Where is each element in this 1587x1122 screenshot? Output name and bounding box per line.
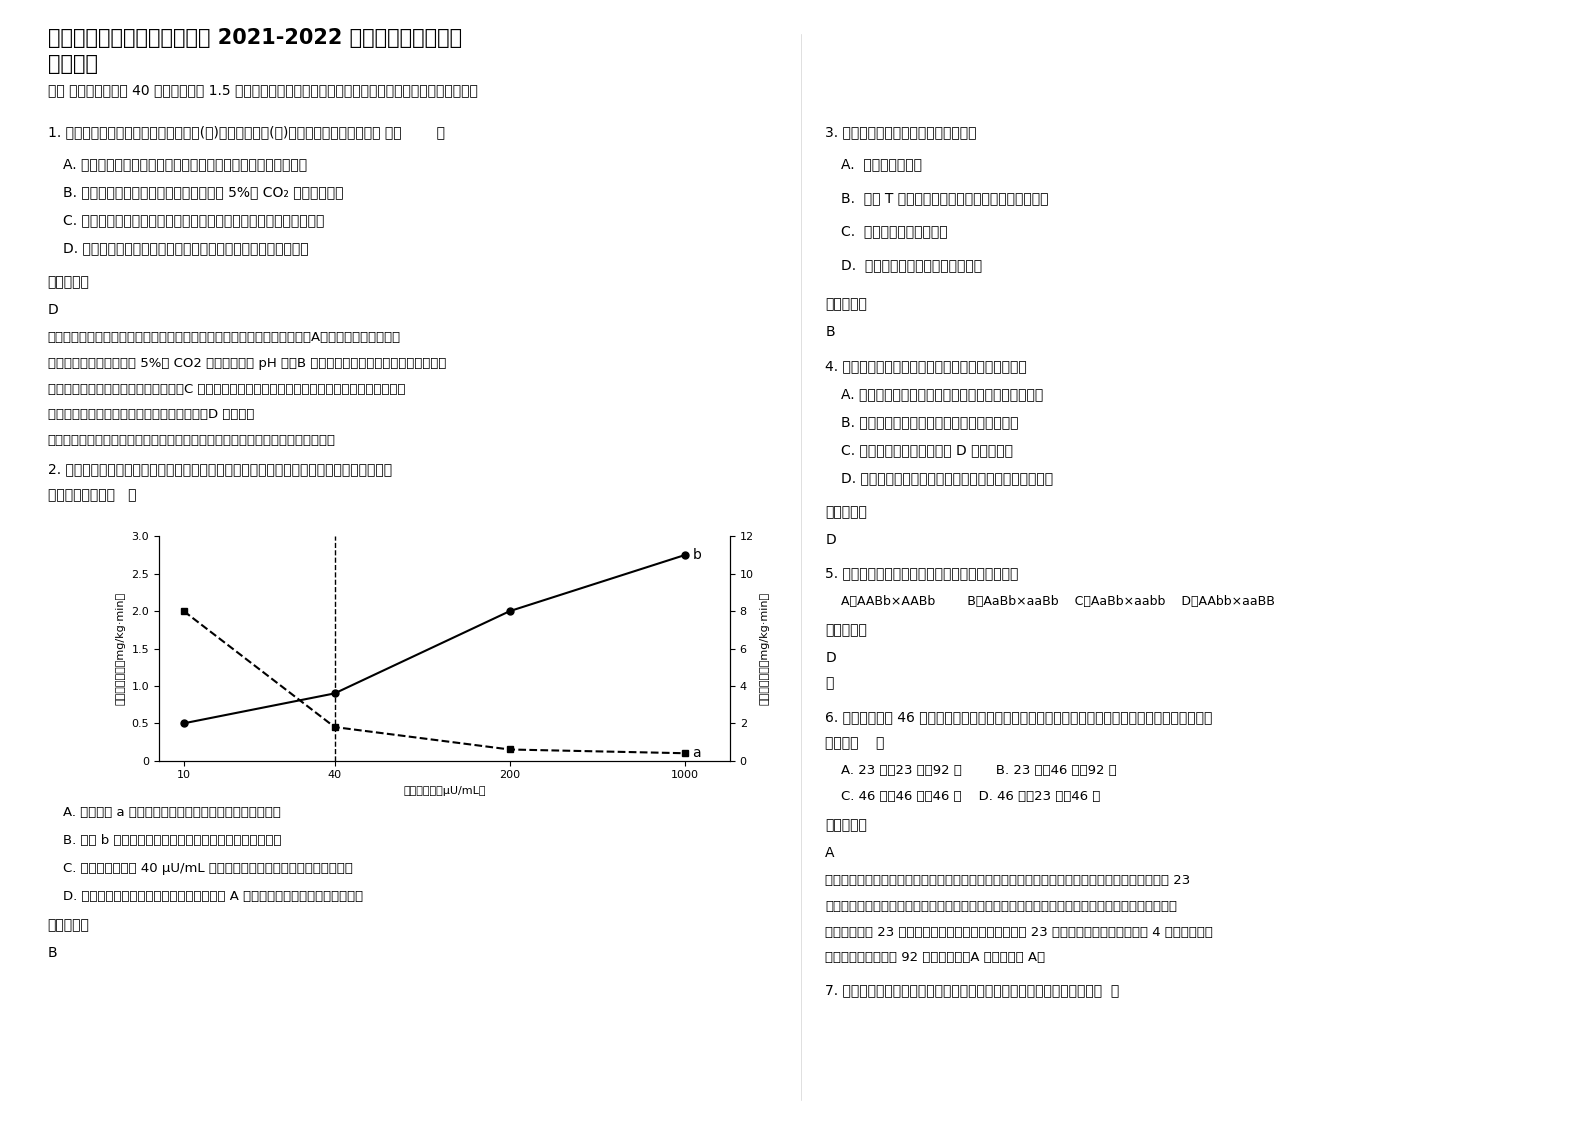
Text: 依次为（    ）: 依次为（ ） <box>825 736 884 749</box>
Text: A．AABb×AABb        B．AaBb×aaBb    C．AaBb×aabb    D．AAbb×aaBB: A．AABb×AABb B．AaBb×aaBb C．AaBb×aabb D．AA… <box>841 595 1274 608</box>
Text: 参考答案：: 参考答案： <box>48 275 89 288</box>
Text: D: D <box>825 533 836 546</box>
Text: B.  效应 T 细胞与靶细胞直接接触，导致靶细胞死亡: B. 效应 T 细胞与靶细胞直接接触，导致靶细胞死亡 <box>841 191 1049 204</box>
Text: A.  抑制病菌的繁殖: A. 抑制病菌的繁殖 <box>841 157 922 171</box>
Text: 湖南省益阳市安化梅城镇中学 2021-2022 学年高二生物期末试: 湖南省益阳市安化梅城镇中学 2021-2022 学年高二生物期末试 <box>48 28 462 48</box>
Text: D.  使病毒失去感染人体细胞的能力: D. 使病毒失去感染人体细胞的能力 <box>841 258 982 272</box>
Text: 关分析正确的是（   ）: 关分析正确的是（ ） <box>48 488 136 502</box>
Text: 3. 下列各项中，属于细胞免疫功能的是: 3. 下列各项中，属于细胞免疫功能的是 <box>825 126 976 139</box>
Text: A. 制备肝细胞悬浮液时先用剪刀剪碎肝组织，再用胃蛋白酶处理: A. 制备肝细胞悬浮液时先用剪刀剪碎肝组织，再用胃蛋白酶处理 <box>63 157 308 171</box>
Text: C.  使细菌外毒素失去毒性: C. 使细菌外毒素失去毒性 <box>841 224 947 238</box>
Text: A. 23 对、23 个、92 条        B. 23 条、46 个、92 条: A. 23 对、23 个、92 条 B. 23 条、46 个、92 条 <box>841 764 1117 778</box>
Text: B: B <box>48 946 57 959</box>
X-axis label: 血浆胰岛素（μU/mL）: 血浆胰岛素（μU/mL） <box>403 787 486 795</box>
Text: 1. 某研究小组对某种动物的肝肿瘤细胞(甲)和正常肝细胞(乙)进行培养，下列叙述正确 的（        ）: 1. 某研究小组对某种动物的肝肿瘤细胞(甲)和正常肝细胞(乙)进行培养，下列叙述… <box>48 126 444 139</box>
Text: a: a <box>692 746 701 761</box>
Text: D: D <box>48 303 59 316</box>
Text: 参考答案：: 参考答案： <box>825 297 867 311</box>
Text: D. 高浓度胰岛素条件下，下丘脑中控制胰岛 A 细胞分泌的神经中枢处于抑制状态: D. 高浓度胰岛素条件下，下丘脑中控制胰岛 A 细胞分泌的神经中枢处于抑制状态 <box>63 890 363 903</box>
Text: B: B <box>825 325 835 339</box>
Text: 时细胞中含有 23 个四分体；四分体时期，细胞中含有 23 个四分体，每个四分体含有 4 条染色单体，: 时细胞中含有 23 个四分体；四分体时期，细胞中含有 23 个四分体，每个四分体… <box>825 926 1212 939</box>
Text: 考点：本题考查细胞工程的相关知识，意在考查学生能理解动物细胞培养的条件。: 考点：本题考查细胞工程的相关知识，意在考查学生能理解动物细胞培养的条件。 <box>48 434 335 448</box>
Text: 减数第一次分裂前期（四分体时期），细胞中所含染色体数目与体细胞相同，因此此时细胞中含有 23: 减数第一次分裂前期（四分体时期），细胞中所含染色体数目与体细胞相同，因此此时细胞… <box>825 874 1190 888</box>
Text: 因此此时细胞中含有 92 条染色单体。A 正确，故选 A。: 因此此时细胞中含有 92 条染色单体。A 正确，故选 A。 <box>825 951 1046 965</box>
Text: B. 曲线 b 的上升是胰岛素作用于肝脏、肌肉等细胞的结果: B. 曲线 b 的上升是胰岛素作用于肝脏、肌肉等细胞的结果 <box>63 834 282 847</box>
Text: 卷含解析: 卷含解析 <box>48 54 98 74</box>
Text: 一、 选择题（本题共 40 小题，每小题 1.5 分。在每小题给出的四个选项中，只有一项是符合题目要求的。）: 一、 选择题（本题共 40 小题，每小题 1.5 分。在每小题给出的四个选项中，… <box>48 83 478 96</box>
Text: 染，可向培养液中加入适量的抗生素，C 项错误；肿瘤细胞具有无限增殖的特点，用血球计数板计数: 染，可向培养液中加入适量的抗生素，C 项错误；肿瘤细胞具有无限增殖的特点，用血球… <box>48 383 405 396</box>
Text: D. 用血球计数板计数的方法，可推断乙细胞比甲细胞增殖周期长: D. 用血球计数板计数的方法，可推断乙细胞比甲细胞增殖周期长 <box>63 241 309 255</box>
Text: 试题分析：制备肝细胞悬浮液时先用剪刀剪碎肝组织，再用胰蛋白酶处理，A项错误；肝细胞培养过: 试题分析：制备肝细胞悬浮液时先用剪刀剪碎肝组织，再用胰蛋白酶处理，A项错误；肝细… <box>48 331 402 344</box>
Text: C. 当胰岛素浓度为 40 μU/mL 时，在长时间内血糖浓度会维持相对稳定: C. 当胰岛素浓度为 40 μU/mL 时，在长时间内血糖浓度会维持相对稳定 <box>63 862 354 875</box>
Text: 5. 下列杂交组合中，只能产生一种基因型子代的是: 5. 下列杂交组合中，只能产生一种基因型子代的是 <box>825 567 1019 580</box>
Text: 7. 已知基因表达载体中的复制原点处比较容易打开双链，可以推断该处（  ）: 7. 已知基因表达载体中的复制原点处比较容易打开双链，可以推断该处（ ） <box>825 983 1119 996</box>
Text: C. 胆固醇、性激素、维生素 D 都属于脂质: C. 胆固醇、性激素、维生素 D 都属于脂质 <box>841 443 1013 457</box>
Text: 2. 给实验鼠静脉注射不同剂量的胰岛素，测得血糖的补充速率和消耗速率如图所示。下列相: 2. 给实验鼠静脉注射不同剂量的胰岛素，测得血糖的补充速率和消耗速率如图所示。下… <box>48 462 392 476</box>
Text: 略: 略 <box>825 677 833 690</box>
Text: 参考答案：: 参考答案： <box>825 818 867 831</box>
Text: 参考答案：: 参考答案： <box>48 918 89 931</box>
Text: b: b <box>692 548 701 562</box>
Text: D. 动物乳汁中的乳糖和植物细胞中的纤维素都属于多糖: D. 动物乳汁中的乳糖和植物细胞中的纤维素都属于多糖 <box>841 471 1054 485</box>
Text: 6. 人体细胞中共 46 条染色体。四分体时期，每个细胞内同源染色体、四分体、姐妹染色单体的数目: 6. 人体细胞中共 46 条染色体。四分体时期，每个细胞内同源染色体、四分体、姐… <box>825 710 1212 724</box>
Text: B. 肝细胞培养过程中通常在培养液中通入 5%的 CO₂ 刺激细胞呼吸: B. 肝细胞培养过程中通常在培养液中通入 5%的 CO₂ 刺激细胞呼吸 <box>63 185 344 199</box>
Text: 4. 下列有关于细胞主要化学成分的叙述，不正确的是: 4. 下列有关于细胞主要化学成分的叙述，不正确的是 <box>825 359 1027 373</box>
Y-axis label: 血糖补充速率（mg/kg·min）: 血糖补充速率（mg/kg·min） <box>116 592 125 705</box>
Text: D: D <box>825 651 836 664</box>
Y-axis label: 血糖消耗速率（mg/kg·min）: 血糖消耗速率（mg/kg·min） <box>760 592 770 705</box>
Text: 参考答案：: 参考答案： <box>825 505 867 518</box>
Text: C. 为了防止培养过程中杂菌的污染，可向培养液中加入适量的干扰素: C. 为了防止培养过程中杂菌的污染，可向培养液中加入适量的干扰素 <box>63 213 325 227</box>
Text: 对同源染色体；四分体是由同源染色体两两配对形成的，即一个四分体就是一对同源染色体，因此此: 对同源染色体；四分体是由同源染色体两两配对形成的，即一个四分体就是一对同源染色体… <box>825 900 1178 913</box>
Text: B. 细胞中的自由水和结合水是可以相互转化的: B. 细胞中的自由水和结合水是可以相互转化的 <box>841 415 1019 429</box>
Text: 参考答案：: 参考答案： <box>825 623 867 636</box>
Text: 的方法，可推断乙细胞比甲细胞增殖周期长，D 项正确。: 的方法，可推断乙细胞比甲细胞增殖周期长，D 项正确。 <box>48 408 254 422</box>
Text: C. 46 条、46 个、46 条    D. 46 条、23 个、46 条: C. 46 条、46 个、46 条 D. 46 条、23 个、46 条 <box>841 790 1100 803</box>
Text: 程中通常在培养液中通入 5%的 CO2 维持培养液的 pH 值，B 项错误；为了防止培养过程中杂菌的污: 程中通常在培养液中通入 5%的 CO2 维持培养液的 pH 值，B 项错误；为了… <box>48 357 446 370</box>
Text: A. 随着曲线 a 的下降，非糖物质向葡萄糖转化的速率加快: A. 随着曲线 a 的下降，非糖物质向葡萄糖转化的速率加快 <box>63 806 281 819</box>
Text: A. 蛋白质的多样性与氨基酸的种类、数目、排序有关: A. 蛋白质的多样性与氨基酸的种类、数目、排序有关 <box>841 387 1043 401</box>
Text: A: A <box>825 846 835 859</box>
